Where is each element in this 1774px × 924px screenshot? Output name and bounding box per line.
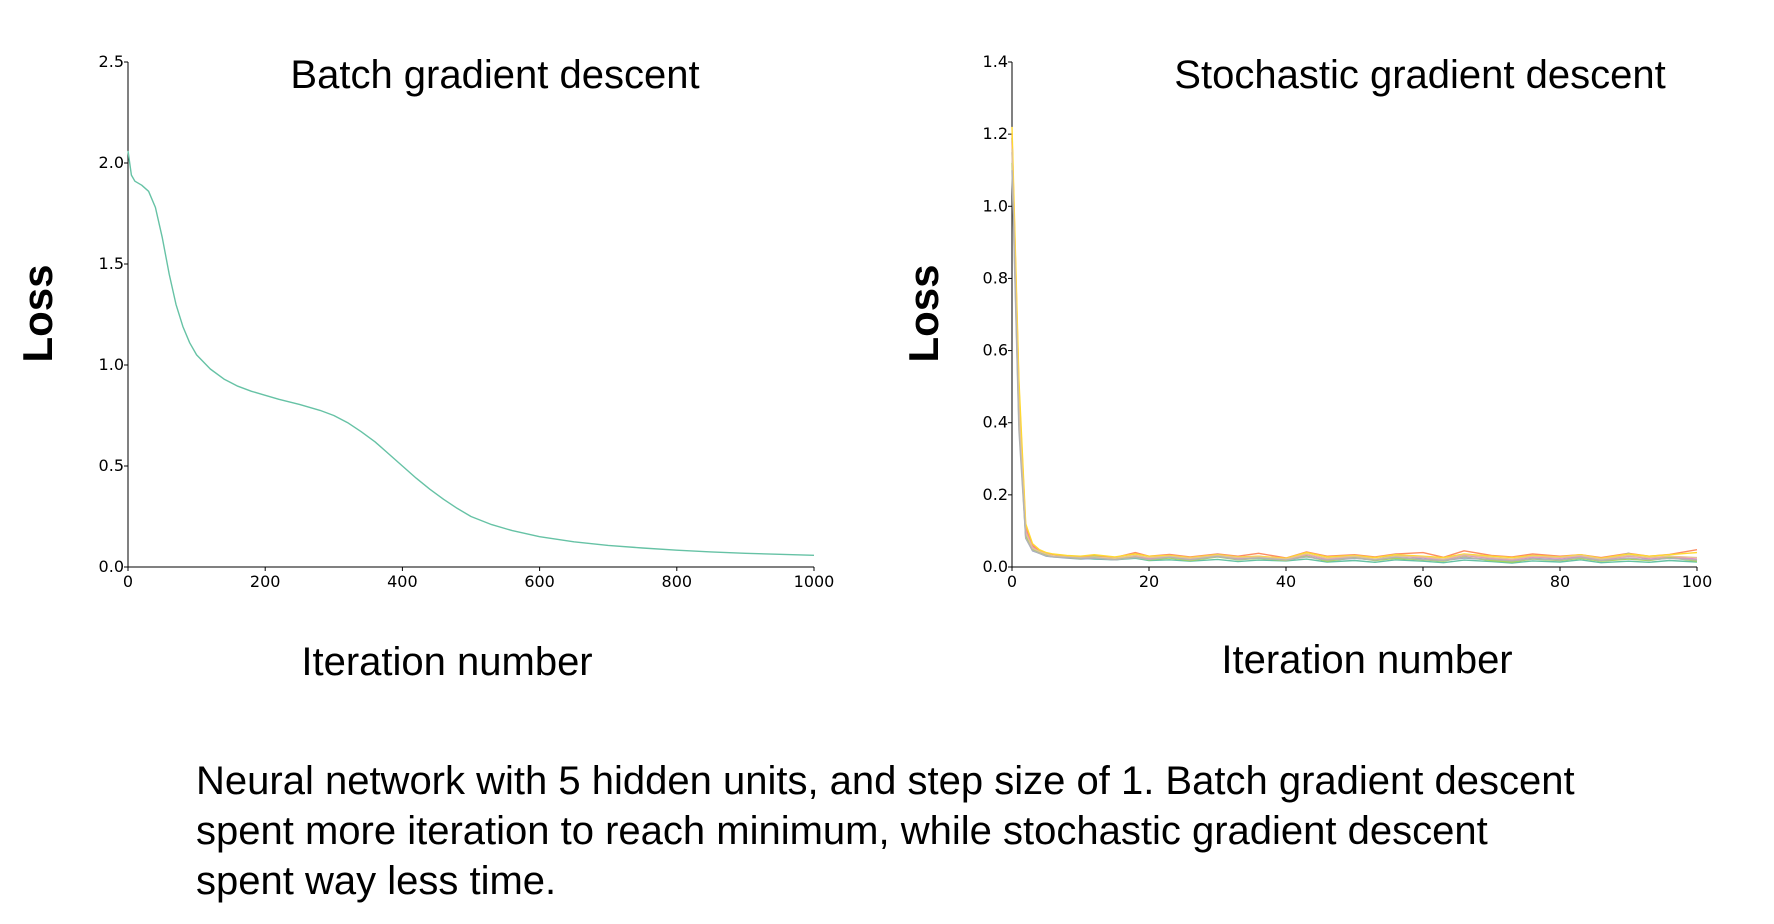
x-tick-label: 600 — [524, 572, 555, 591]
figure-caption: Neural network with 5 hidden units, and … — [196, 756, 1696, 906]
x-tick-label: 100 — [1682, 572, 1713, 591]
y-tick-label: 0.6 — [983, 341, 1008, 360]
series-line-5 — [1011, 162, 1698, 563]
y-tick-label: 0.4 — [983, 413, 1008, 432]
x-tick-label: 60 — [1413, 572, 1433, 591]
x-tick-label: 80 — [1550, 572, 1570, 591]
series-line-6 — [1011, 126, 1698, 559]
series-line-2 — [1011, 134, 1698, 559]
series-line-8 — [1011, 170, 1698, 562]
y-tick-label: 2.0 — [99, 153, 124, 172]
y-tick-label: 0.0 — [983, 557, 1008, 576]
chart-title: Stochastic gradient descent — [1174, 53, 1665, 97]
y-tick-label: 0.0 — [99, 557, 124, 576]
series-line-1 — [1011, 137, 1698, 564]
y-tick-label: 1.0 — [983, 196, 1008, 215]
y-tick-label: 1.2 — [983, 124, 1008, 143]
series-line-7 — [1011, 148, 1698, 560]
caption-line-3: spent way less time. — [196, 859, 557, 903]
y-tick-label: 0.5 — [99, 456, 124, 475]
y-axis-label: Loss — [14, 264, 61, 362]
x-tick-label: 400 — [387, 572, 418, 591]
x-tick-label: 40 — [1276, 572, 1296, 591]
series-line-1 — [127, 150, 815, 556]
caption-line-2: spent more iteration to reach minimum, w… — [196, 809, 1488, 853]
y-tick-label: 2.5 — [99, 52, 124, 71]
y-tick-label: 1.5 — [99, 254, 124, 273]
x-tick-label: 0 — [1007, 572, 1017, 591]
y-tick-label: 0.2 — [983, 485, 1008, 504]
y-axis-label: Loss — [900, 264, 947, 362]
chart-title: Batch gradient descent — [290, 53, 699, 97]
series-line-4 — [1011, 141, 1698, 561]
y-tick-label: 0.8 — [983, 268, 1008, 287]
caption-line-1: Neural network with 5 hidden units, and … — [196, 759, 1575, 803]
x-axis-label: Iteration number — [301, 640, 592, 684]
x-axis-label: Iteration number — [1221, 638, 1512, 682]
series-line-3 — [1011, 152, 1698, 562]
x-tick-label: 0 — [123, 572, 133, 591]
x-tick-label: 800 — [662, 572, 693, 591]
x-tick-label: 20 — [1139, 572, 1159, 591]
x-tick-label: 200 — [250, 572, 281, 591]
y-tick-label: 1.0 — [99, 355, 124, 374]
y-tick-label: 1.4 — [983, 52, 1008, 71]
x-tick-label: 1000 — [794, 572, 835, 591]
